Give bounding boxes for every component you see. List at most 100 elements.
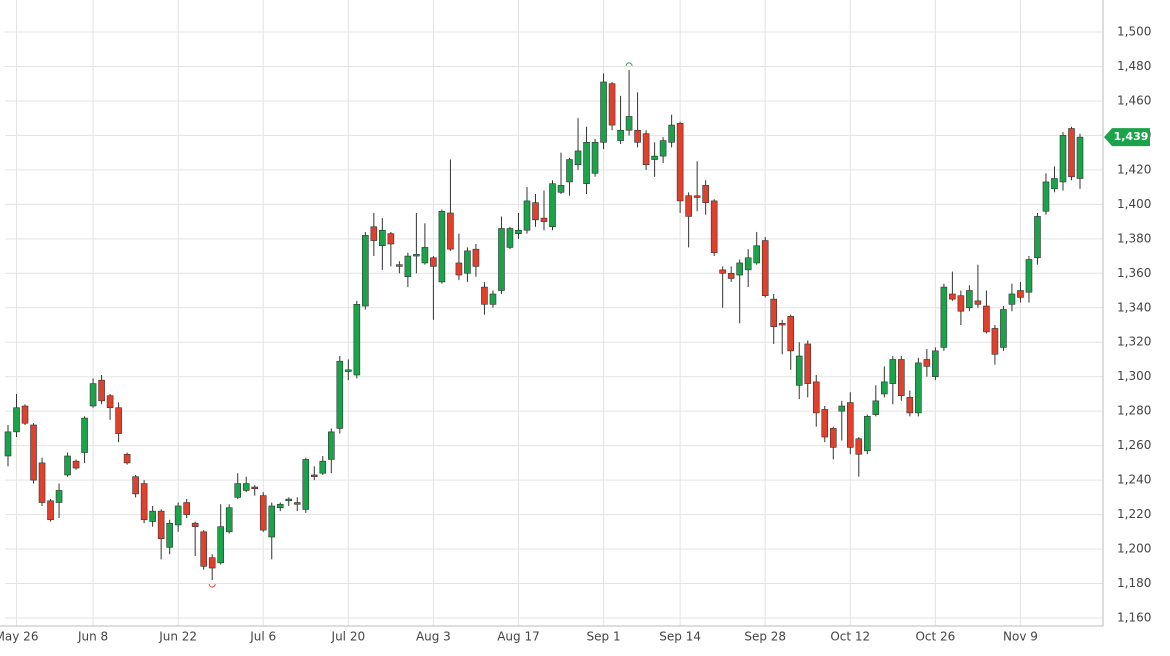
candle-body [81,417,88,453]
candle-body [676,123,684,202]
candle-body [1034,216,1041,259]
candle-body [1059,135,1067,183]
candle-body [481,286,488,305]
candle-body [132,476,139,495]
x-tick-label: May 26 [0,630,38,644]
candle-body [744,257,752,271]
y-tick-label: 1,240 [1117,473,1151,487]
y-tick-label: 1,300 [1117,369,1151,383]
y-tick-label: 1,480 [1117,59,1151,73]
candle-body [242,483,250,491]
candle-body [753,245,760,264]
candle-body [1017,290,1024,298]
candle-body [293,502,301,505]
candle-body [310,474,318,477]
candle-body [106,395,114,409]
candle-body [1042,181,1050,212]
x-tick-label: Aug 17 [497,630,540,644]
candle-body [489,293,497,305]
candle-body [881,381,888,395]
y-tick-label: 1,380 [1117,231,1151,245]
candle-body [566,159,573,183]
candle-body [421,247,429,264]
candle-body [404,255,412,278]
x-tick-label: Nov 9 [1003,630,1038,644]
y-tick-label: 1,180 [1117,576,1151,590]
low-marker [208,583,216,588]
candle-body [268,505,276,538]
candle-body [761,240,769,297]
candle-body [336,360,344,429]
candle-body [200,531,207,567]
candle-body [447,212,454,250]
y-tick-label: 1,400 [1117,197,1151,211]
candle-body [379,229,386,247]
candle-body [957,295,965,312]
y-tick-label: 1,260 [1117,438,1151,452]
candle-body [591,142,599,174]
candle-body [166,522,173,548]
candle-body [1068,128,1075,178]
last-price-tag [1104,128,1150,147]
candle-body [174,505,182,526]
candle-body [625,116,633,131]
candle-body [540,217,548,222]
candle-body [319,460,327,474]
candle-body [115,407,122,434]
y-tick-label: 1,340 [1117,300,1151,314]
candle-body [208,557,216,569]
candle-body [498,228,505,291]
candle-body [362,235,369,307]
candle-body [864,416,871,452]
plot-background [0,0,1103,626]
candle-body [719,269,726,274]
y-tick-label: 1,220 [1117,507,1151,521]
candle-body [949,293,956,300]
x-tick-label: Oct 26 [915,630,955,644]
candle-body [123,453,131,464]
candle-body [55,490,63,503]
candle-body [396,264,403,267]
candle-body [217,526,224,564]
candle-body [225,507,233,533]
candle-body [557,185,565,193]
candle-body [140,483,148,521]
candle-body [98,379,105,402]
candle-body [72,460,80,469]
x-tick-label: Jul 6 [249,630,276,644]
candle-body [464,250,471,274]
candle-body [259,495,267,531]
y-tick-label: 1,160 [1117,611,1151,625]
candle-body [668,124,675,143]
candle-body [642,133,650,166]
high-marker [625,62,633,67]
candle-body [693,195,701,198]
candle-body [872,400,880,415]
candle-body [974,300,982,305]
candle-body [1025,259,1033,293]
candle-body [532,202,539,221]
candle-body [13,407,20,433]
candle-body [829,428,837,448]
candle-body [506,228,514,248]
candle-body [821,409,829,438]
candle-body [251,486,259,490]
candle-body [812,381,820,414]
candle-body [727,272,735,279]
candle-body [932,350,939,378]
candle-body [89,383,97,407]
candle-body [983,305,990,333]
candle-body [1076,136,1084,179]
candle-body [889,359,897,384]
candle-body [608,83,616,126]
candle-body [370,226,378,241]
candle-body [915,362,922,414]
candle-body [940,286,948,348]
candle-body [770,298,778,328]
y-tick-label: 1,280 [1117,404,1151,418]
candle-body [38,462,46,503]
candle-body [651,155,658,160]
candle-body [472,248,480,267]
y-tick-label: 1,200 [1117,542,1151,556]
candle-body [1000,309,1007,348]
